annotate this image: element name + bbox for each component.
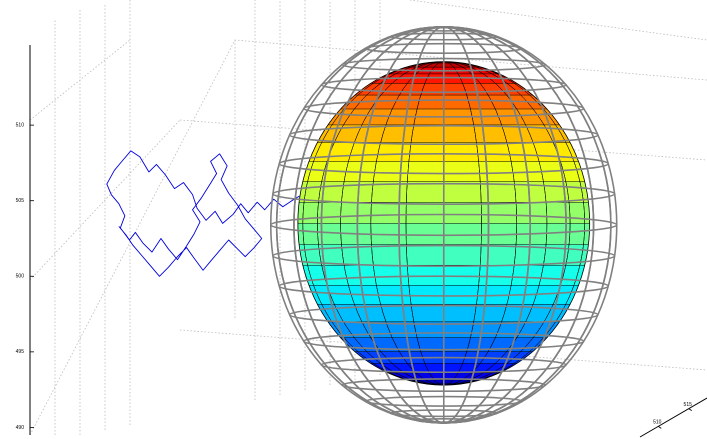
z-tick-label: 505: [16, 198, 25, 204]
z-tick-label: 490: [16, 425, 25, 431]
y-tick: [689, 409, 692, 411]
z-tick-label: 510: [16, 122, 25, 128]
chart: 490 495 500 505 510 510 515: [0, 0, 707, 439]
y-tick: [658, 426, 661, 428]
y-axis: [640, 398, 707, 437]
z-tick-label: 495: [16, 349, 25, 355]
z-tick-label: 500: [16, 274, 25, 280]
y-tick-label: 515: [684, 402, 693, 408]
y-tick-label: 510: [653, 420, 662, 426]
